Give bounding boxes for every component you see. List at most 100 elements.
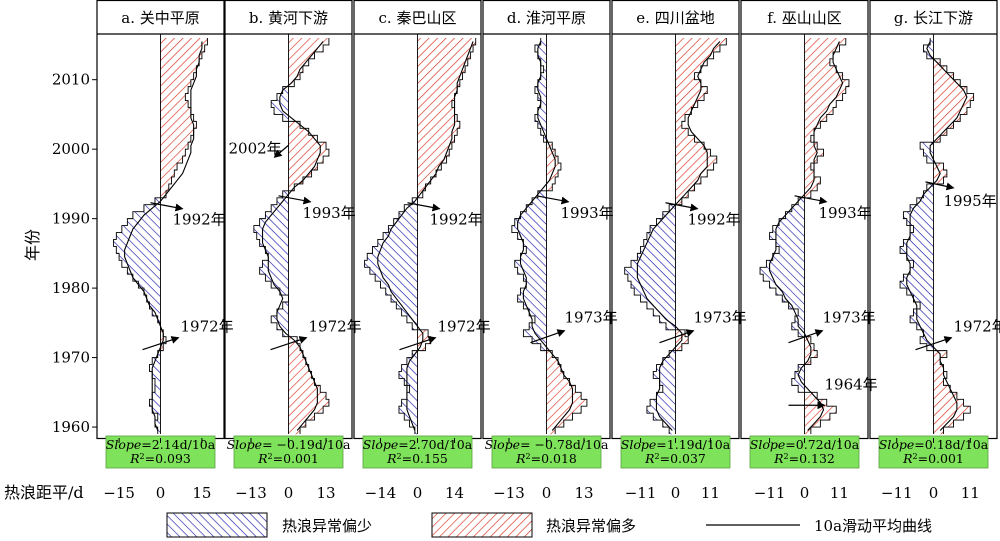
smooth-curve — [517, 41, 574, 431]
anomaly-bar-positive — [804, 406, 837, 414]
anomaly-bar-negative — [152, 406, 161, 414]
anomaly-bar-negative — [406, 392, 418, 400]
x-tick-label: −11 — [625, 484, 657, 502]
anomaly-bar-positive — [804, 58, 830, 67]
smooth-curve — [377, 41, 474, 431]
anomaly-bar-positive — [933, 371, 947, 379]
anomaly-bar-negative — [534, 114, 547, 122]
anomaly-bar-negative — [662, 385, 676, 393]
anomaly-bar-positive — [933, 357, 941, 365]
anomaly-bar-negative — [534, 86, 547, 94]
anomaly-bar-negative — [409, 420, 418, 428]
anomaly-bar-negative — [412, 322, 418, 331]
anomaly-bar-negative — [653, 308, 676, 317]
anomaly-bar-positive — [288, 72, 301, 80]
panel-7: g. 长江下游 1972年 1995年 Slope=0.18d/10aR2=0.001… — [869, 0, 1000, 502]
anomaly-bar-positive — [546, 406, 582, 414]
anomaly-bar-negative — [256, 232, 289, 240]
anomaly-bar-negative — [798, 385, 805, 393]
anomaly-bar-negative — [769, 232, 805, 240]
anomaly-bar-positive — [417, 156, 447, 164]
x-tick-label: 0 — [413, 484, 423, 502]
y-axis-label: 年份 — [23, 229, 42, 261]
anomaly-bar-negative — [526, 281, 547, 289]
anomaly-bar-positive — [675, 343, 682, 351]
anomaly-bar-negative — [646, 302, 676, 310]
anomaly-bar-negative — [763, 274, 805, 282]
turning-point-label: 1973年 — [694, 309, 747, 327]
anomaly-bar-positive — [675, 100, 698, 108]
anomaly-bar-positive — [804, 128, 815, 136]
anomaly-bar-positive — [933, 93, 974, 101]
anomaly-bar-negative — [631, 281, 676, 289]
anomaly-bar-negative — [271, 281, 289, 289]
anomaly-bar-positive — [804, 114, 827, 122]
anomaly-bar-positive — [546, 163, 561, 171]
anomaly-bar-negative — [517, 267, 547, 275]
anomaly-bar-positive — [288, 343, 301, 351]
anomaly-bar-positive — [160, 65, 197, 74]
anomaly-bar-positive — [417, 86, 458, 94]
anomaly-bar-negative — [920, 142, 934, 150]
turning-point-label: 1993年 — [819, 204, 872, 222]
anomaly-bar-negative — [656, 392, 676, 400]
panel-title: g. 长江下游 — [894, 9, 973, 27]
x-tick-label: 15 — [192, 484, 211, 502]
anomaly-bar-negative — [798, 308, 805, 317]
smooth-curve — [124, 41, 203, 431]
anomaly-bar-negative — [372, 246, 418, 254]
anomaly-step-line — [511, 38, 588, 434]
anomaly-bar-positive — [417, 107, 455, 115]
anomaly-bar-positive — [417, 44, 474, 53]
anomaly-bar-negative — [913, 225, 934, 233]
anomaly-bar-positive — [288, 357, 306, 365]
anomaly-bar-positive — [417, 183, 426, 192]
anomaly-bar-positive — [546, 176, 556, 185]
anomaly-bar-negative — [523, 239, 547, 247]
anomaly-bar-positive — [160, 38, 208, 46]
anomaly-bar-negative — [627, 274, 676, 282]
turning-point-arrow — [788, 329, 824, 344]
smooth-curve — [906, 41, 968, 431]
anomaly-bar-negative — [520, 288, 547, 296]
turning-point-label: 1972年 — [309, 318, 362, 336]
anomaly-bar-negative — [540, 58, 547, 67]
anomaly-bar-negative — [637, 253, 676, 261]
slope-text: Slope=0.72d/10a — [750, 437, 860, 452]
anomaly-bar-positive — [804, 343, 815, 351]
turning-point-arrow — [536, 195, 570, 205]
anomaly-bar-positive — [933, 176, 944, 185]
x-axis-label: 热浪距平/d — [4, 483, 84, 502]
anomaly-step-line — [253, 38, 330, 434]
anomaly-bar-positive — [546, 350, 553, 358]
anomaly-bar-positive — [804, 135, 811, 143]
anomaly-bar-negative — [259, 239, 289, 247]
anomaly-bar-positive — [933, 364, 944, 372]
panel-6: f. 巫山山区 1964年 1973年 1993年 Slope=0.72d/10aR2=… — [740, 0, 878, 502]
anomaly-bar-negative — [271, 204, 289, 212]
anomaly-bar-positive — [804, 142, 818, 150]
slope-value: =2.14d/10a — [141, 437, 215, 452]
anomaly-bar-negative — [540, 100, 547, 108]
anomaly-bar-negative — [393, 218, 418, 226]
anomaly-bar-positive — [933, 107, 967, 115]
anomaly-bar-negative — [906, 288, 934, 296]
anomaly-bar-positive — [160, 156, 183, 164]
anomaly-bar-positive — [675, 72, 695, 80]
anomaly-bar-positive — [160, 107, 191, 115]
anomaly-bar-negative — [782, 295, 805, 303]
anomaly-bar-negative — [119, 253, 161, 261]
anomaly-bar-negative — [364, 260, 418, 268]
anomaly-bar-positive — [288, 170, 312, 178]
anomaly-bar-negative — [271, 315, 289, 324]
anomaly-bar-negative — [259, 218, 289, 226]
r2-superscript: 2 — [397, 452, 402, 461]
anomaly-bar-negative — [798, 197, 805, 206]
anomaly-bar-negative — [794, 371, 805, 379]
anomaly-bar-negative — [401, 399, 418, 407]
r2-text: R2=0.001 — [257, 451, 319, 466]
anomaly-bar-negative — [653, 413, 676, 421]
anomaly-bar-positive — [288, 121, 301, 129]
anomaly-bar-positive — [288, 128, 309, 136]
anomaly-bar-negative — [398, 406, 418, 414]
